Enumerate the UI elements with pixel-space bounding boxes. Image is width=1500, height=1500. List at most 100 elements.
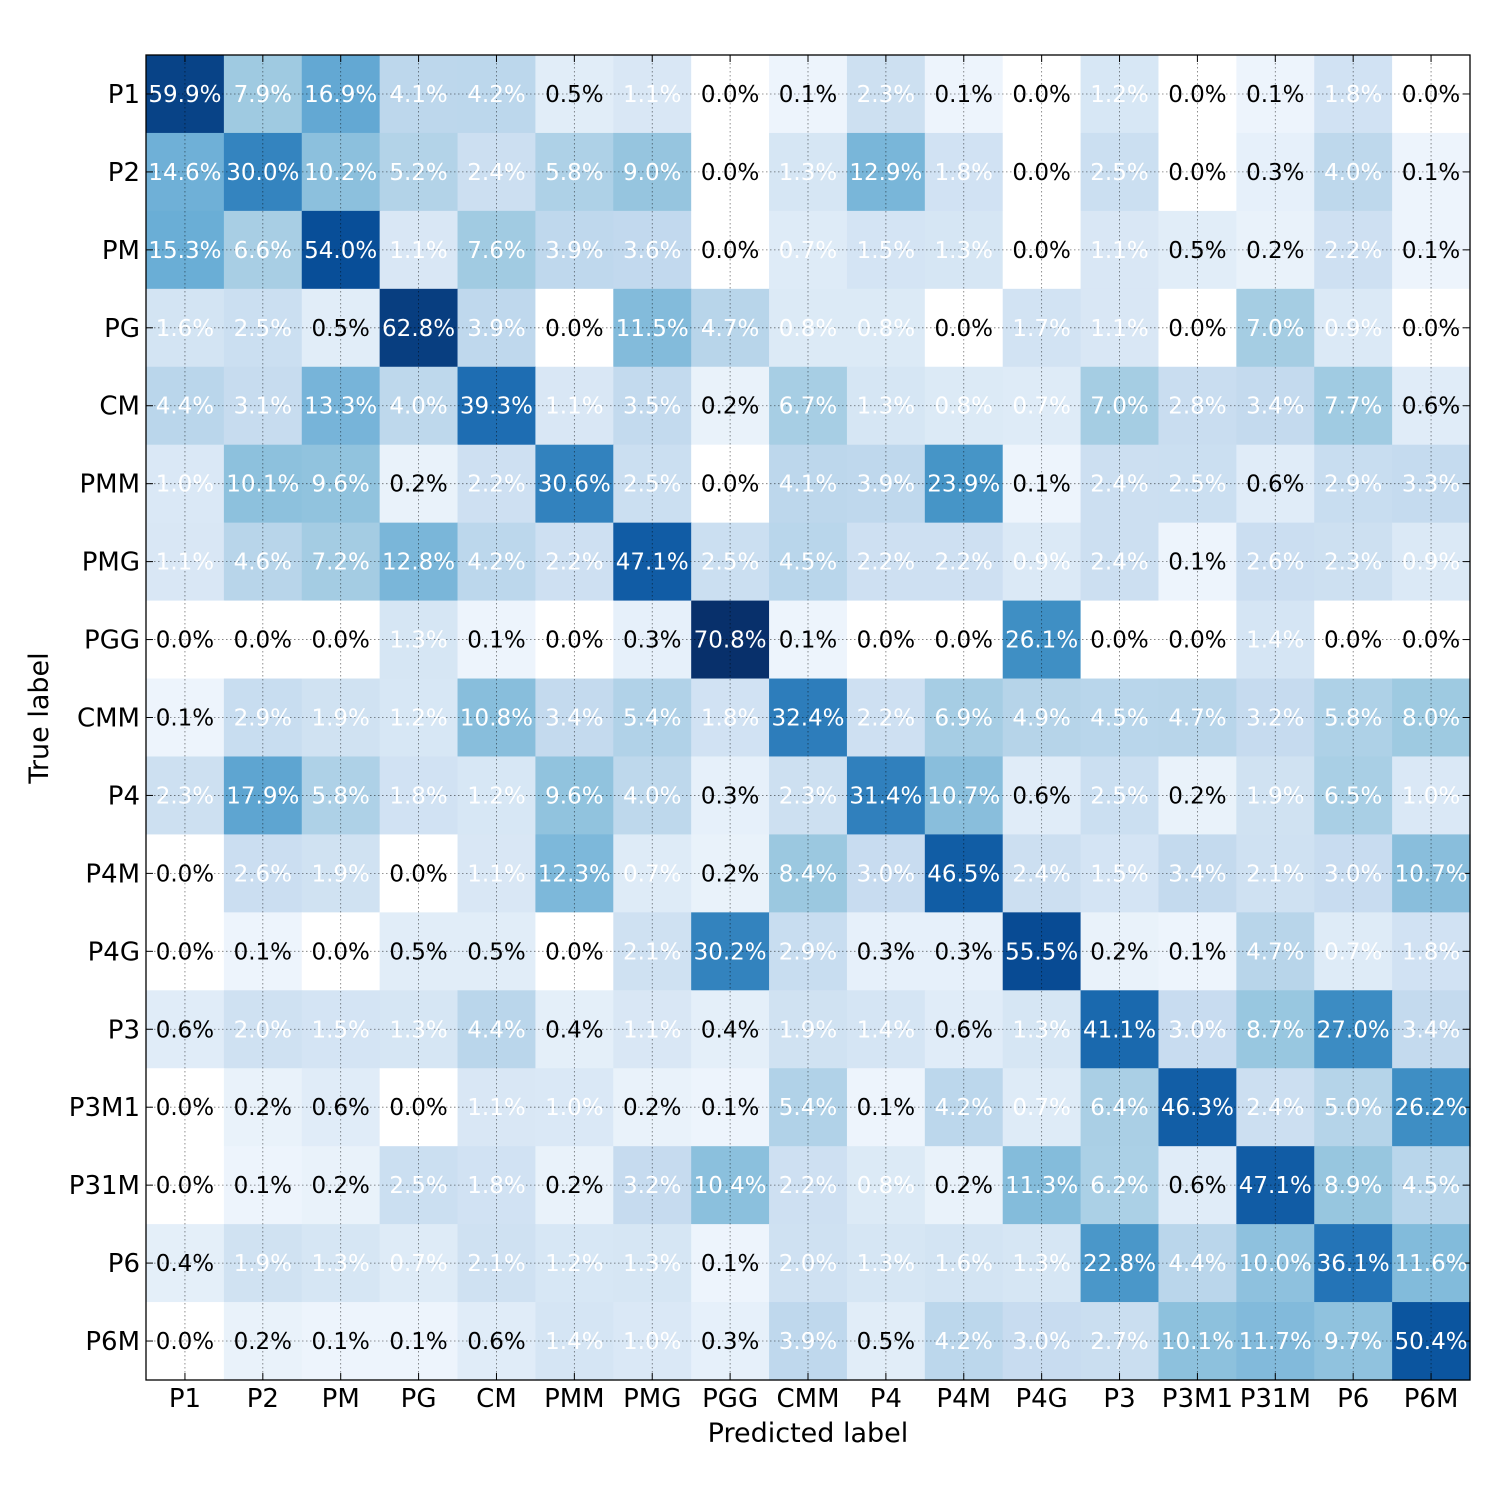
x-tick-label: CMM: [776, 1384, 839, 1414]
cell-value-label: 3.4%: [1168, 861, 1226, 887]
cell-value-label: 4.4%: [1168, 1251, 1226, 1277]
y-tick-label: P6M: [85, 1327, 140, 1357]
cell-value-label: 2.1%: [467, 1251, 525, 1277]
cell-value-label: 0.0%: [1168, 82, 1226, 108]
cell-value-label: 0.2%: [389, 472, 447, 498]
cell-value-label: 1.8%: [935, 160, 993, 186]
cell-value-label: 7.6%: [467, 238, 525, 264]
cell-value-label: 0.1%: [467, 628, 525, 654]
cell-value-label: 4.7%: [1168, 706, 1226, 732]
cell-value-label: 62.8%: [382, 316, 455, 342]
cell-value-label: 1.2%: [545, 1251, 603, 1277]
cell-value-label: 4.2%: [467, 82, 525, 108]
y-tick-label: PMM: [79, 470, 140, 500]
cell-value-label: 6.2%: [1090, 1173, 1148, 1199]
cell-value-label: 1.1%: [389, 238, 447, 264]
cell-value-label: 4.7%: [701, 316, 759, 342]
cell-value-label: 1.3%: [389, 628, 447, 654]
cell-value-label: 70.8%: [694, 628, 767, 654]
cell-value-label: 50.4%: [1395, 1329, 1468, 1355]
cell-value-label: 11.7%: [1239, 1329, 1312, 1355]
cell-value-label: 26.2%: [1395, 1095, 1468, 1121]
cell-value-label: 0.0%: [1012, 160, 1070, 186]
cell-value-label: 2.3%: [857, 82, 915, 108]
cell-value-label: 2.8%: [1168, 394, 1226, 420]
cell-value-label: 2.4%: [1090, 472, 1148, 498]
cell-value-label: 4.6%: [234, 550, 292, 576]
cell-value-label: 59.9%: [148, 82, 221, 108]
x-tick-label: CM: [476, 1384, 517, 1414]
cell-value-label: 0.1%: [935, 82, 993, 108]
cell-value-label: 0.2%: [1168, 783, 1226, 809]
cell-value-label: 5.8%: [1324, 706, 1382, 732]
cell-value-label: 3.4%: [1402, 1017, 1460, 1043]
x-tick-label: P6: [1337, 1384, 1369, 1414]
cell-value-label: 0.0%: [1168, 628, 1226, 654]
y-tick-label: CMM: [77, 704, 140, 734]
axis-ticks: [146, 55, 1470, 1380]
cell-value-label: 1.1%: [467, 861, 525, 887]
cell-value-label: 55.5%: [1005, 939, 1078, 965]
cell-value-label: 0.3%: [623, 628, 681, 654]
cell-value-label: 0.0%: [935, 316, 993, 342]
cell-value-label: 0.0%: [156, 1173, 214, 1199]
y-tick-label: P1: [108, 80, 140, 110]
cell-value-label: 3.6%: [623, 238, 681, 264]
cell-value-label: 3.0%: [1012, 1329, 1070, 1355]
cell-value-label: 0.2%: [701, 394, 759, 420]
cell-value-label: 0.6%: [1012, 783, 1070, 809]
cell-value-label: 0.9%: [1402, 550, 1460, 576]
cell-value-label: 0.6%: [311, 1095, 369, 1121]
cell-value-label: 32.4%: [771, 706, 844, 732]
y-tick-label: P6: [108, 1249, 140, 1279]
cell-value-label: 10.1%: [1161, 1329, 1234, 1355]
cell-value-label: 4.7%: [1246, 939, 1304, 965]
cell-value-label: 27.0%: [1317, 1017, 1390, 1043]
cell-value-label: 0.0%: [701, 472, 759, 498]
cell-value-label: 4.5%: [1090, 706, 1148, 732]
cell-value-label: 0.5%: [857, 1329, 915, 1355]
cell-value-label: 0.0%: [156, 1329, 214, 1355]
cell-value-label: 5.0%: [1324, 1095, 1382, 1121]
cell-value-label: 9.0%: [623, 160, 681, 186]
cell-value-label: 0.8%: [857, 1173, 915, 1199]
cell-value-label: 3.5%: [623, 394, 681, 420]
cell-value-label: 3.0%: [857, 861, 915, 887]
cell-value-label: 1.3%: [857, 394, 915, 420]
cell-value-label: 1.3%: [1012, 1251, 1070, 1277]
y-tick-label: P4G: [88, 937, 140, 967]
cell-value-label: 4.5%: [779, 550, 837, 576]
cell-value-label: 1.8%: [389, 783, 447, 809]
cell-value-label: 11.3%: [1005, 1173, 1078, 1199]
cell-value-label: 31.4%: [849, 783, 922, 809]
cell-value-label: 4.1%: [389, 82, 447, 108]
x-tick-label: P4: [870, 1384, 902, 1414]
cell-value-label: 0.1%: [1012, 472, 1070, 498]
cell-value-label: 17.9%: [226, 783, 299, 809]
cell-value-label: 0.1%: [1246, 82, 1304, 108]
x-tick-label: P3M1: [1162, 1384, 1233, 1414]
cell-value-label: 39.3%: [460, 394, 533, 420]
cell-value-label: 0.6%: [1168, 1173, 1226, 1199]
cell-value-label: 0.0%: [1090, 628, 1148, 654]
x-tick-label: P6M: [1404, 1384, 1459, 1414]
cell-value-label: 1.9%: [234, 1251, 292, 1277]
x-tick-label: PG: [401, 1384, 437, 1414]
y-tick-label: P3: [108, 1015, 140, 1045]
cell-value-label: 2.4%: [467, 160, 525, 186]
cell-value-label: 1.5%: [311, 1017, 369, 1043]
cell-value-label: 2.2%: [935, 550, 993, 576]
cell-value-label: 0.4%: [156, 1251, 214, 1277]
cell-value-label: 0.0%: [389, 861, 447, 887]
x-tick-label: P31M: [1240, 1384, 1311, 1414]
cell-value-label: 3.1%: [234, 394, 292, 420]
cell-value-label: 1.4%: [857, 1017, 915, 1043]
cell-value-label: 0.8%: [935, 394, 993, 420]
cell-value-label: 0.0%: [1402, 628, 1460, 654]
cell-value-label: 2.5%: [701, 550, 759, 576]
cell-value-label: 0.0%: [1012, 238, 1070, 264]
cell-value-label: 2.5%: [1090, 783, 1148, 809]
x-tick-label: PMG: [623, 1384, 681, 1414]
cell-value-label: 4.4%: [156, 394, 214, 420]
